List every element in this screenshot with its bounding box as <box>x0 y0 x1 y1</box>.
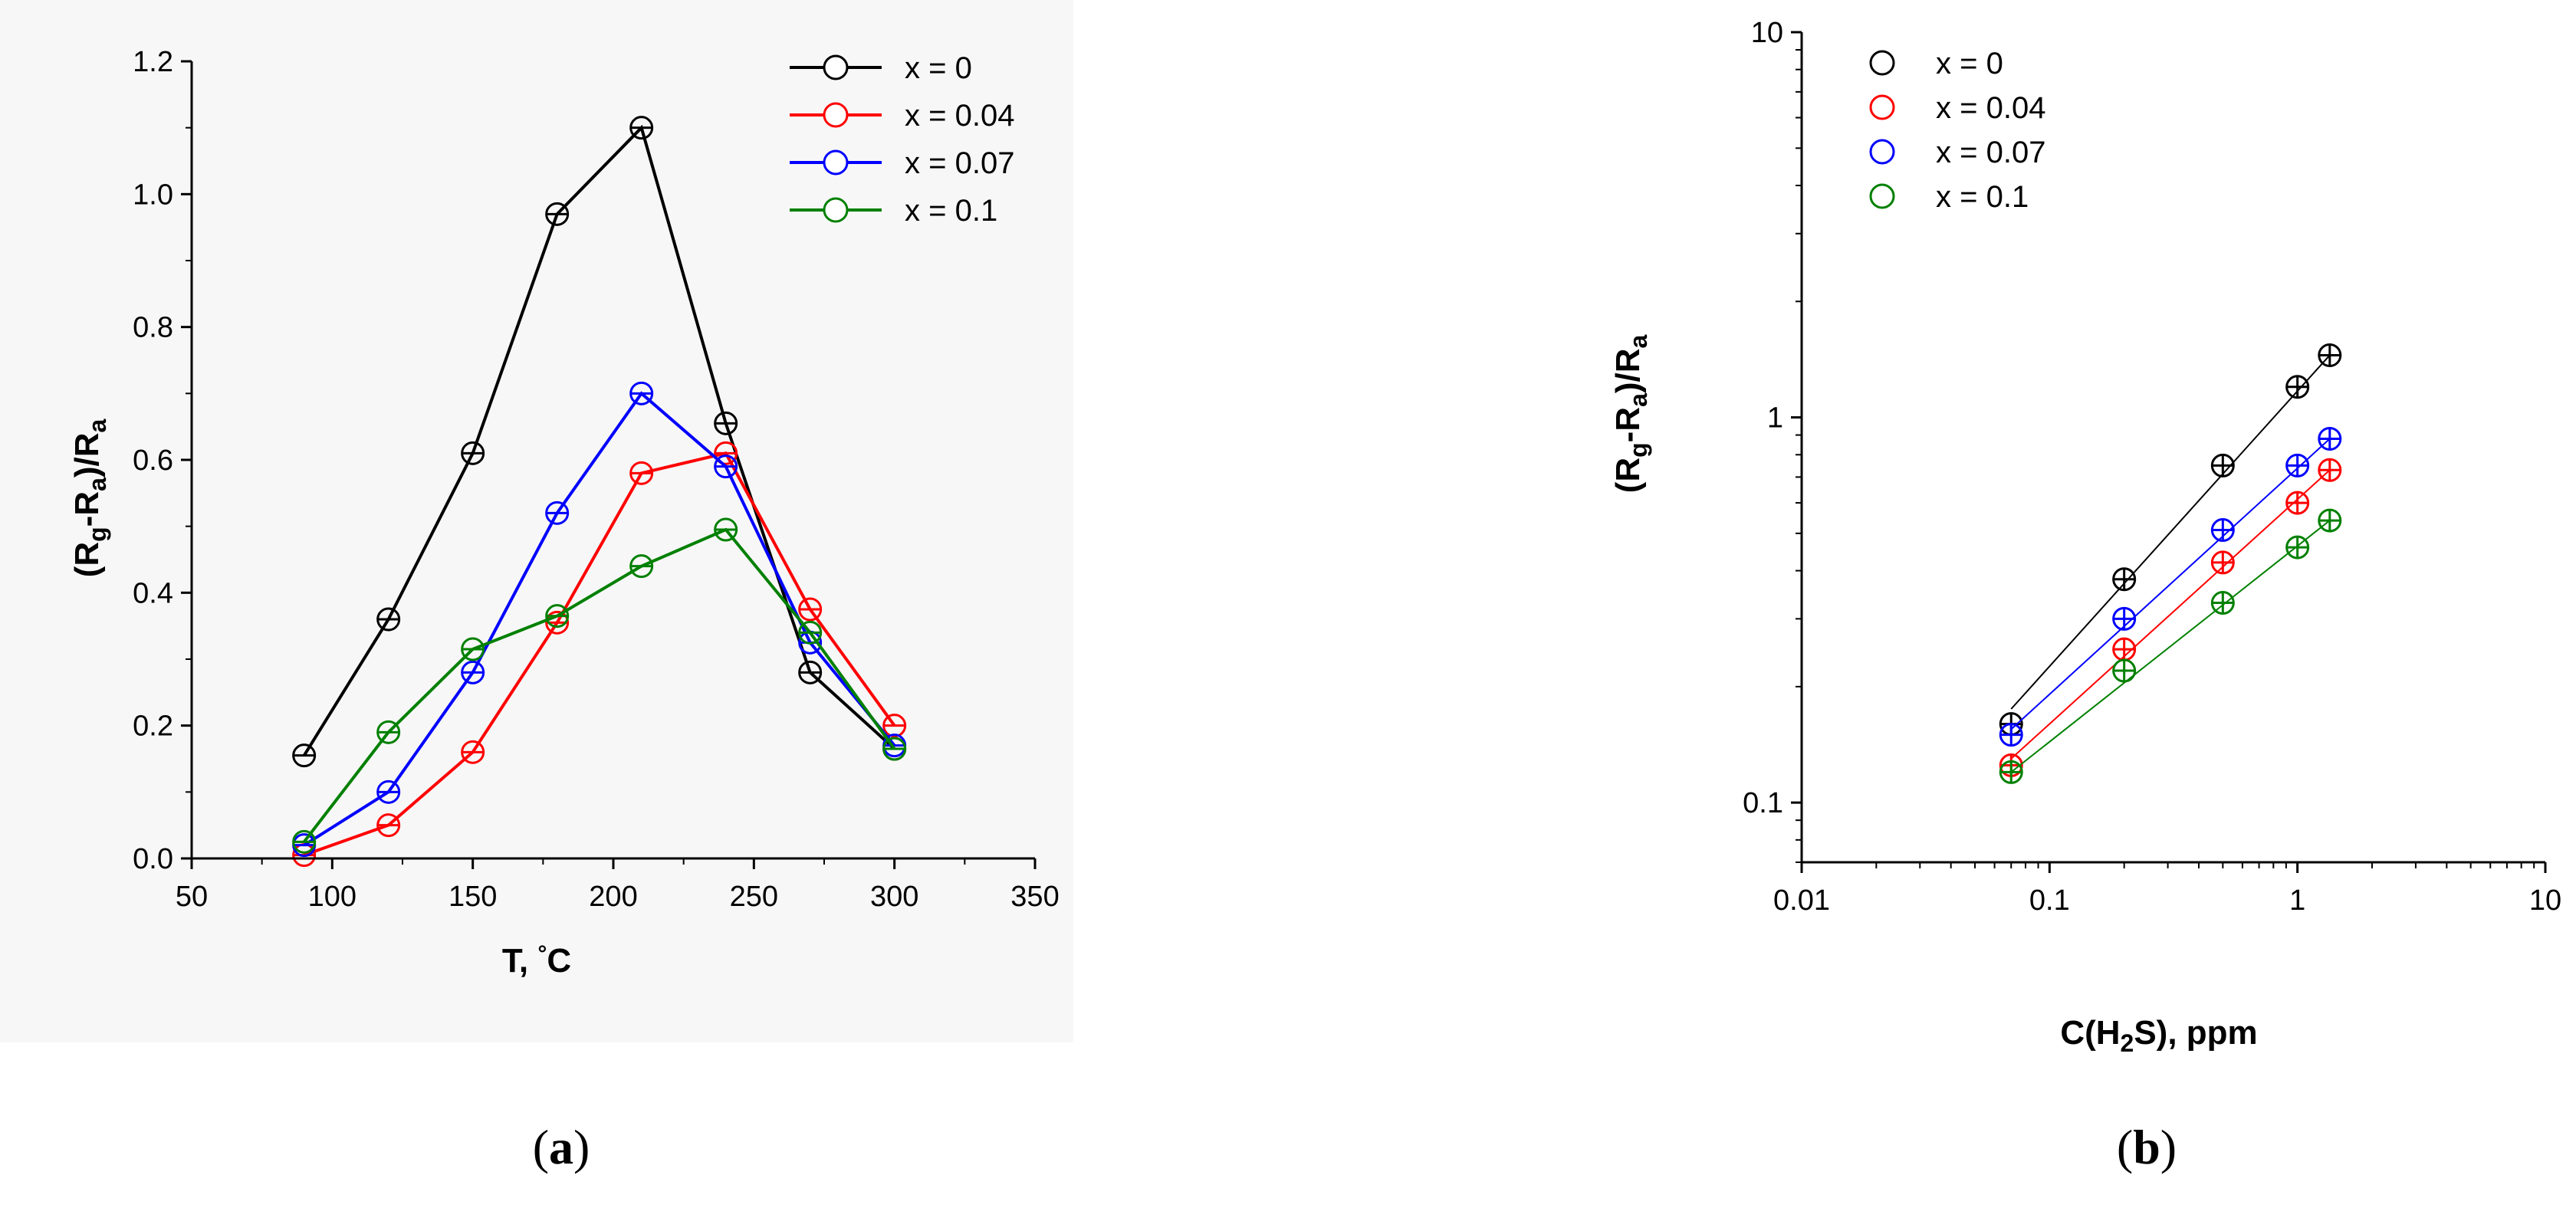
chart-a-x-axis-title: T, °C <box>502 941 571 980</box>
legend-b-x-0-04-label: x = 0.04 <box>1936 91 2045 125</box>
series-x-0-07-point <box>545 500 570 525</box>
legend-x-0-swatch-marker <box>823 54 849 80</box>
chart-a-y-tick-label: 0.2 <box>133 711 173 743</box>
chart-a-y-tick-label: 0.0 <box>133 843 173 875</box>
chart-a-x-tick-label: 150 <box>449 881 497 913</box>
legend-b-x-0-07-label: x = 0.07 <box>1936 136 2045 169</box>
chart-b-x-tick-label: 1 <box>2289 884 2305 917</box>
series-x-0-point <box>292 743 317 768</box>
series-x-0-1-point <box>545 604 570 628</box>
series-x-0-1-point <box>798 620 823 645</box>
series-x-0-point <box>629 116 654 140</box>
series-x-0-04-point <box>882 714 907 738</box>
chart-a-y-axis-title: (Rg-Ra)/Ra <box>68 418 111 577</box>
series-x-0-04-point <box>714 441 738 465</box>
chart-a-x-tick-label: 250 <box>730 881 778 913</box>
series-x-0-1-fit-line <box>2010 520 2331 773</box>
series-x-0-point <box>798 660 823 684</box>
series-x-0-point <box>545 202 570 226</box>
series-x-0-04-point <box>798 597 823 622</box>
series-x-0-04-point <box>461 740 485 764</box>
chart-a-plot-area <box>292 116 907 868</box>
chart-b-y-tick-label: 1 <box>1767 402 1783 435</box>
chart-b-x-tick-label: 0.01 <box>1773 884 1830 917</box>
chart-a-axes: 50 100 150 200 250 300 350 0.0 0.2 0.4 0.6 0.8 1.0 1.… <box>133 46 1060 913</box>
legend-b-x-0-1-label: x = 0.1 <box>1936 180 2029 214</box>
series-x-0-04-point <box>376 813 401 838</box>
series-x-0-1-point <box>882 737 907 761</box>
series-x-0-04-line <box>303 451 896 857</box>
chart-a-y-tick-label: 1.0 <box>133 179 173 211</box>
legend-b-x-0-1-swatch <box>1869 183 1895 209</box>
legend-b-x-0-label: x = 0 <box>1936 47 2003 80</box>
series-x-0-1-point <box>714 517 738 542</box>
chart-a-x-tick-label: 100 <box>308 881 356 913</box>
series-x-0-1-line <box>303 527 896 843</box>
legend-x-0-label: x = 0 <box>905 51 972 85</box>
series-x-0-1-point <box>629 554 654 579</box>
chart-a-y-tick-label: 0.8 <box>133 312 173 344</box>
series-x-0-line <box>302 124 896 756</box>
chart-b-x-tick-label: 10 <box>2529 884 2561 917</box>
chart-b-legend: x = 0 x = 0.04 x = 0.07 x = 0.1 <box>1869 47 2045 214</box>
chart-a-x-tick-label: 300 <box>870 881 918 913</box>
caption-a: (a) <box>533 1120 590 1174</box>
chart-b-y-axis-title: (Rg-Ra)/Ra <box>1609 334 1652 493</box>
legend-b-x-0-04-swatch <box>1869 94 1895 120</box>
series-x-0-07-fit-line <box>2010 438 2331 730</box>
chart-a-y-tick-label: 0.4 <box>133 577 173 609</box>
chart-b-y-tick-label: 10 <box>1751 17 1783 49</box>
series-x-0-1-point <box>292 829 317 854</box>
chart-a-legend: x = 0 x = 0.04 x = 0.07 x = 0.1 <box>790 51 1014 228</box>
caption-b: (b) <box>2117 1120 2177 1174</box>
series-x-0-04-fit-line <box>2010 469 2331 760</box>
series-x-0-04-point <box>545 610 570 635</box>
chart-a-y-tick-label: 1.2 <box>133 46 173 78</box>
legend-b-x-0-07-swatch <box>1869 139 1895 165</box>
chart-b-plot-area <box>1999 343 2342 784</box>
legend-x-0-04-label: x = 0.04 <box>905 99 1014 133</box>
series-x-0-07-point <box>376 779 401 804</box>
legend-x-0-1-swatch-marker <box>823 197 849 223</box>
chart-a-x-tick-label: 350 <box>1010 881 1059 913</box>
legend-x-0-1-label: x = 0.1 <box>905 194 997 228</box>
chart-a-y-tick-label: 0.6 <box>133 445 173 477</box>
chart-b-x-tick-label: 0.1 <box>2029 884 2070 917</box>
chart-b-axes: 0.01 0.1 1 10 0.1 1 10 <box>1743 17 2561 917</box>
legend-x-0-07-label: x = 0.07 <box>905 146 1014 180</box>
series-x-0-point <box>714 411 738 435</box>
series-x-0-point <box>461 441 485 465</box>
series-x-0-1-point <box>376 720 401 744</box>
series-x-0-07-point <box>629 381 654 405</box>
series-x-0-04-point <box>629 461 654 485</box>
chart-b-x-axis-title: C(H2S), ppm <box>2060 1014 2257 1057</box>
chart-a-x-tick-label: 200 <box>589 881 637 913</box>
series-x-0-point <box>376 607 401 632</box>
chart-a-x-tick-label: 50 <box>176 881 208 913</box>
series-x-0-fit-line <box>2010 354 2331 710</box>
chart-b-y-tick-label: 0.1 <box>1743 787 1783 819</box>
legend-x-0-07-swatch-marker <box>823 149 849 176</box>
legend-x-0-04-swatch-marker <box>823 102 849 128</box>
series-x-0-07-point <box>714 455 738 479</box>
series-x-0-1-point <box>461 637 485 661</box>
chart-a: 50 100 150 200 250 300 350 0.0 0.2 0.4 0.6 0.8 1.0 1.… <box>68 46 1060 1174</box>
series-x-0-07-point <box>461 660 485 684</box>
legend-b-x-0-swatch <box>1869 50 1895 76</box>
